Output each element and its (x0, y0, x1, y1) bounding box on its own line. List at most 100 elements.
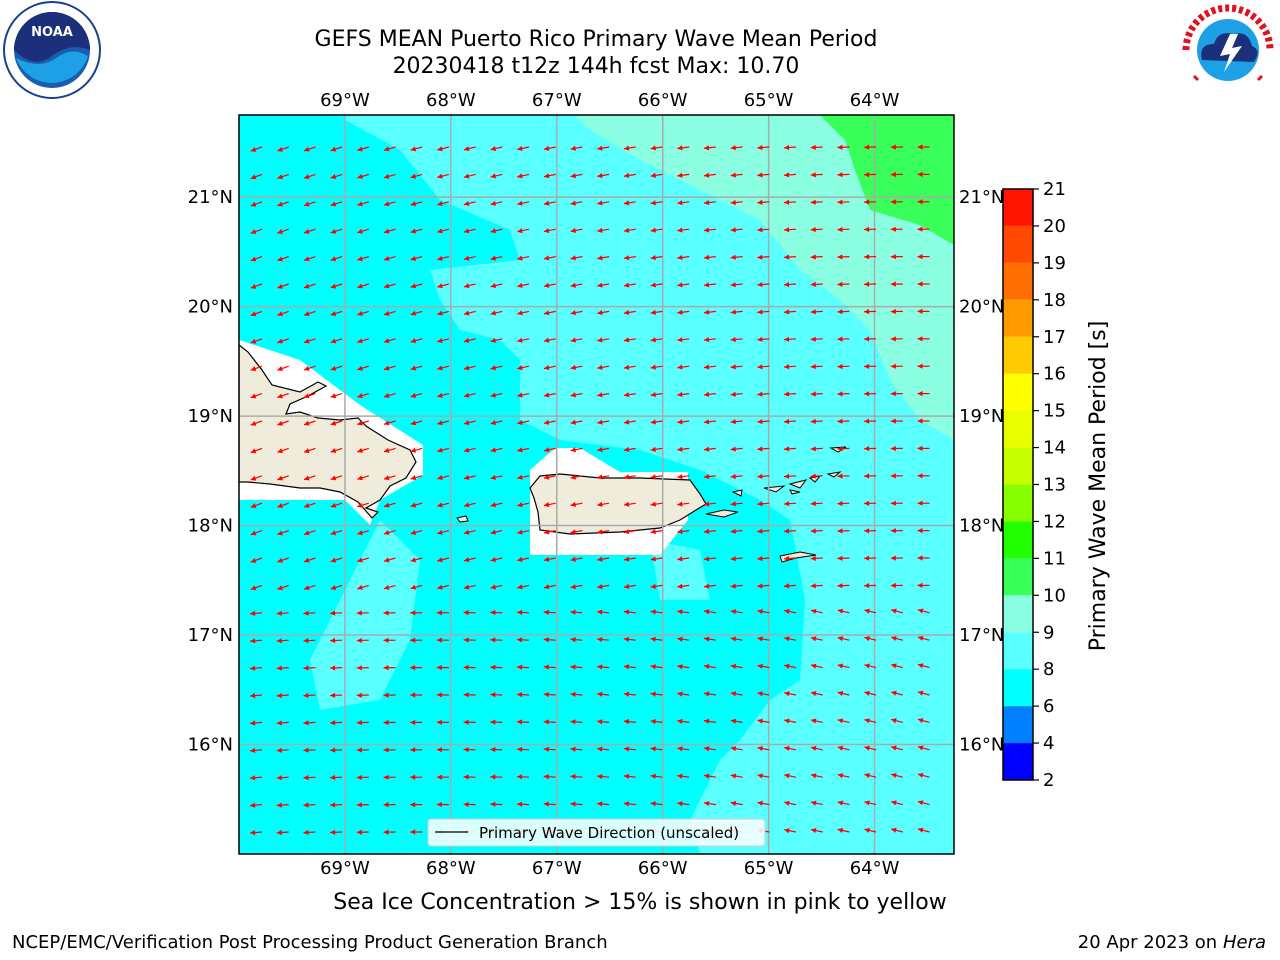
colorbar-tick-label: 4 (1043, 733, 1054, 754)
wave-vector (917, 582, 930, 588)
wave-vector (357, 447, 369, 453)
wave-vector (437, 475, 450, 481)
wave-vector (383, 747, 396, 753)
wave-vector (730, 391, 743, 397)
colorbar-tick-label: 20 (1043, 216, 1066, 237)
wave-vector (436, 664, 449, 671)
wave-vector (570, 746, 583, 752)
wave-vector (276, 638, 289, 644)
wave-vector (784, 773, 797, 779)
wave-vector (517, 228, 530, 234)
wave-vector (490, 857, 502, 862)
wave-vector (864, 582, 877, 589)
wave-vector (570, 364, 583, 371)
colorbar-segment (1003, 595, 1033, 633)
wave-vector (276, 829, 289, 836)
colorbar-segment (1003, 521, 1033, 559)
wave-vector (597, 337, 610, 343)
colorbar-tick-label: 14 (1043, 438, 1066, 459)
wave-vector (303, 638, 316, 644)
wave-vector (356, 720, 369, 726)
wave-vector (810, 281, 823, 287)
wave-vector (784, 828, 797, 834)
wave-vector (463, 529, 476, 535)
wave-vector (757, 718, 770, 724)
wave-vector (463, 747, 476, 753)
wave-vector (330, 173, 343, 179)
wave-vector (277, 201, 289, 207)
wave-vector (784, 636, 797, 642)
wave-vector (597, 447, 610, 453)
wave-vector (864, 745, 877, 751)
colorbar-segment (1003, 189, 1033, 226)
wave-vector (757, 773, 770, 779)
wave-vector (543, 145, 556, 151)
period-band-8-9 (345, 115, 954, 854)
wave-vector (918, 855, 930, 860)
wave-vector (516, 664, 530, 670)
colorbar-tick-label: 8 (1043, 659, 1054, 680)
wave-vector (890, 336, 903, 342)
wave-vector (837, 473, 850, 479)
wave-vector (650, 474, 663, 480)
wave-vector (383, 283, 396, 289)
wave-vector (383, 774, 396, 780)
wave-vector (730, 609, 743, 615)
wave-vector (890, 582, 903, 589)
wave-vector (730, 336, 743, 343)
wave-vector (783, 501, 797, 507)
wave-vector (757, 800, 770, 806)
wave-vector (891, 800, 903, 806)
wave-vector (837, 446, 850, 452)
wave-vector (570, 664, 583, 670)
wave-vector (517, 856, 529, 861)
wave-vector (597, 227, 610, 233)
wave-vector (463, 173, 476, 179)
colorbar-tick-label: 19 (1043, 253, 1066, 274)
wave-vector (330, 747, 343, 753)
wave-vector (410, 201, 423, 207)
wave-vector (757, 144, 770, 151)
wave-vector (250, 557, 263, 563)
wave-vector (463, 719, 476, 725)
wave-vector (597, 392, 610, 398)
wave-vector (837, 418, 850, 424)
wave-vector (277, 365, 289, 371)
wave-vector (516, 692, 530, 698)
wave-vector (517, 255, 530, 261)
wave-vector (917, 800, 930, 806)
wave-vector (784, 691, 797, 697)
wave-vector (383, 502, 396, 508)
wave-vector (383, 365, 396, 371)
colorbar-segment (1003, 336, 1033, 374)
wave-vector (436, 637, 449, 643)
colorbar-segment (1003, 373, 1033, 411)
wave-vector (570, 556, 583, 562)
wave-vector (917, 144, 930, 150)
wave-vector (784, 608, 797, 615)
wave-vector (677, 145, 690, 151)
wave-vector (784, 718, 797, 724)
wave-vector (623, 282, 636, 288)
wave-vector (303, 310, 316, 317)
lon-label-top: 67°W (532, 90, 582, 111)
wave-vector (357, 338, 369, 344)
wave-vector (276, 692, 289, 699)
wave-vector (330, 774, 343, 781)
lat-label-left: 16°N (188, 735, 233, 756)
wave-vector (463, 664, 476, 671)
wave-vector (357, 530, 369, 536)
wave-vector (357, 393, 369, 399)
wave-vector (357, 173, 369, 179)
wave-vector (837, 636, 850, 642)
wave-vector (463, 255, 476, 261)
wave-vector (303, 692, 316, 699)
wave-vector (810, 144, 823, 150)
wave-vector (250, 584, 263, 591)
wave-vector (277, 857, 289, 862)
wave-vector (303, 393, 316, 399)
wave-vector (490, 173, 503, 179)
wave-vector (490, 474, 503, 480)
wave-vector (437, 228, 450, 234)
wave-vector (410, 420, 423, 426)
